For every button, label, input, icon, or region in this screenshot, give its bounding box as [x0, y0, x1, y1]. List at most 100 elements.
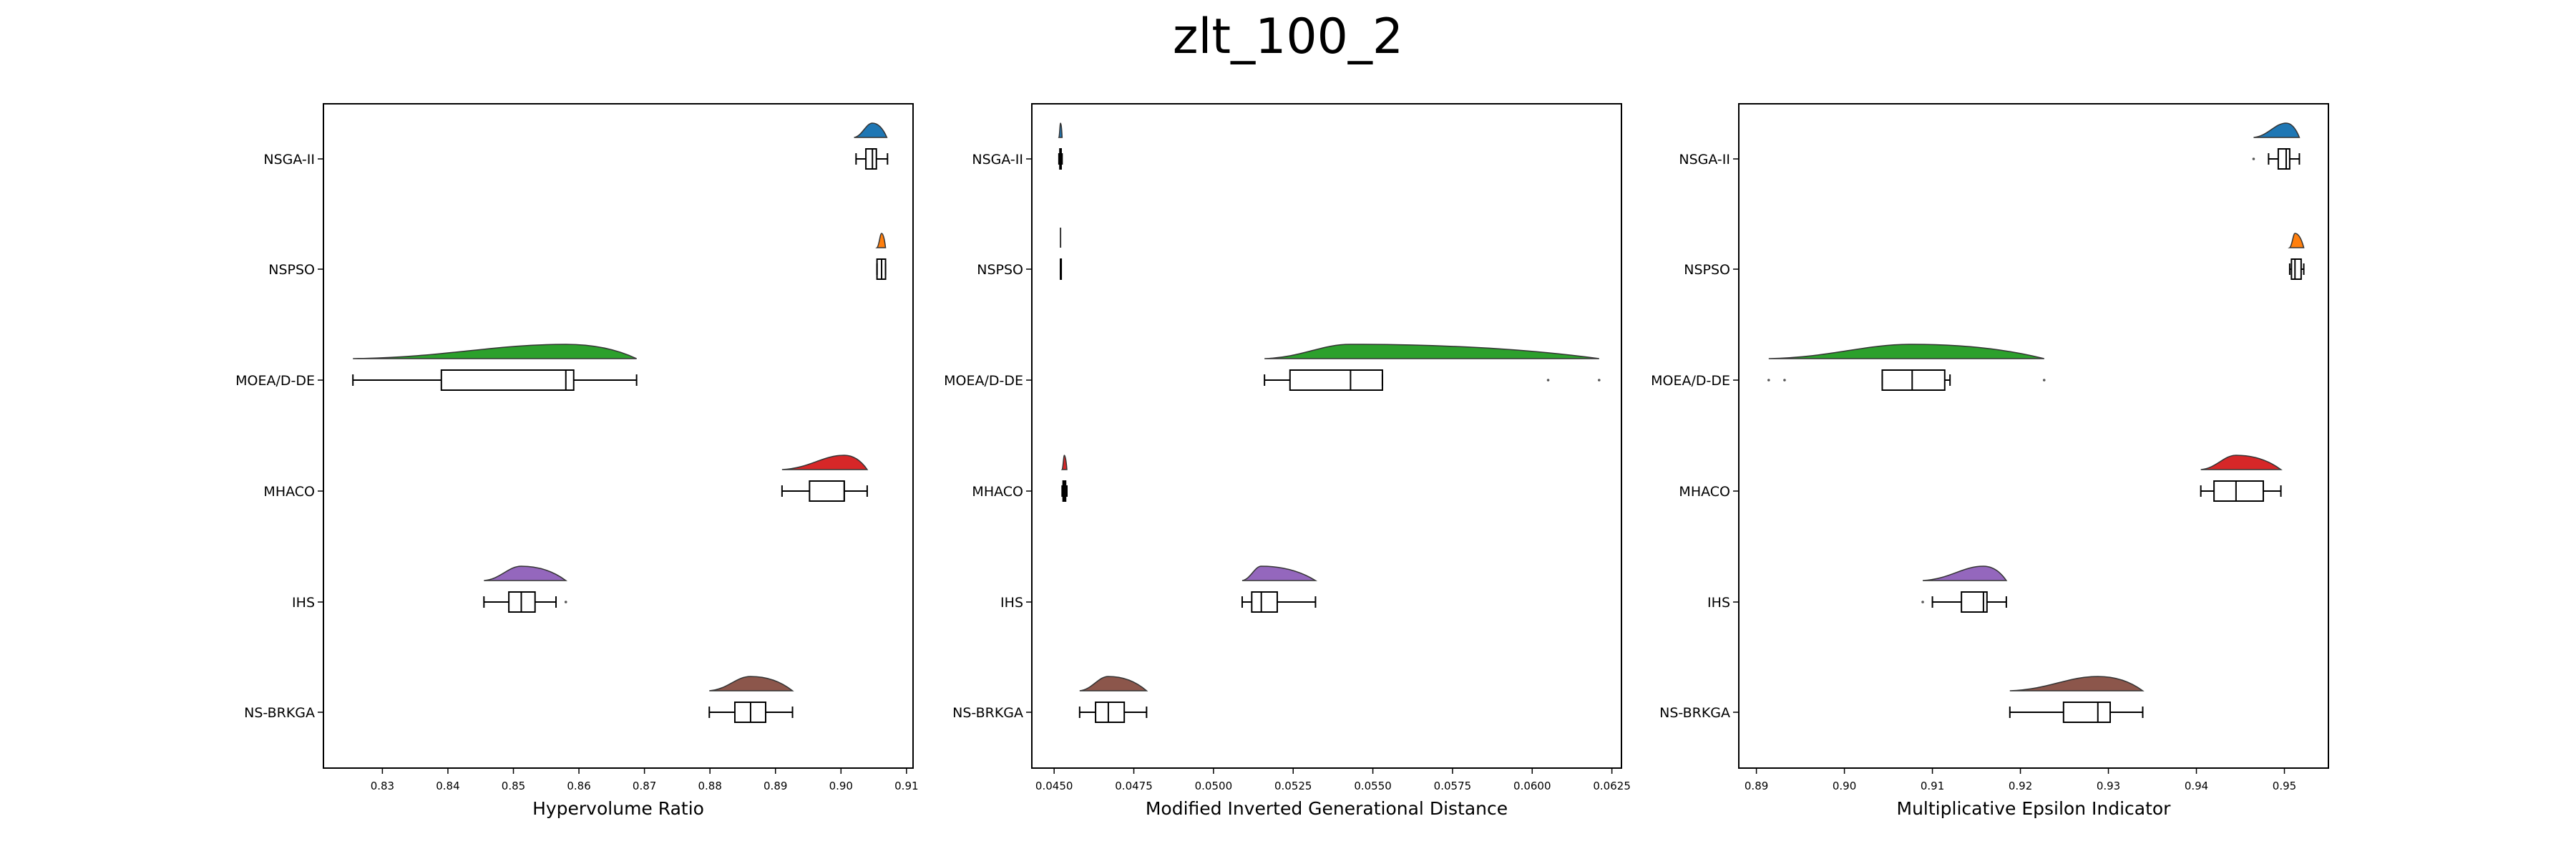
- x-tick-label: 0.83: [371, 780, 394, 792]
- x-tick-label: 0.0450: [1035, 780, 1073, 792]
- outlier-point: [2252, 157, 2255, 160]
- y-tick-label: MHACO: [1679, 484, 1730, 500]
- x-tick-label: 0.91: [1921, 780, 1944, 792]
- outlier-point: [1546, 379, 1550, 382]
- series-moea-d-de: [1767, 344, 2046, 391]
- x-tick-label: 0.88: [698, 780, 721, 792]
- y-tick-label: NSPSO: [977, 262, 1023, 278]
- violin: [2009, 676, 2145, 691]
- violin: [709, 676, 794, 691]
- box: [2277, 148, 2290, 170]
- series-ns-brkga: [2009, 676, 2145, 723]
- box: [2290, 258, 2302, 280]
- series-nsga-ii: [2252, 122, 2301, 170]
- violin: [854, 122, 888, 138]
- y-tick-label: IHS: [1000, 595, 1023, 611]
- outlier-point: [1767, 379, 1770, 382]
- x-tick-label: 0.94: [2185, 780, 2208, 792]
- series-ihs: [483, 566, 568, 613]
- box: [1251, 591, 1278, 613]
- series-moea-d-de: [1264, 344, 1601, 391]
- violin: [1060, 455, 1068, 470]
- violin: [353, 344, 637, 359]
- series-nspso: [875, 233, 887, 280]
- chart-panel-2: 0.0450 0.0475 0.0500 0.0525 0.0550 0.0575 0.06…: [944, 103, 1631, 819]
- y-tick-label: NSPSO: [268, 262, 315, 278]
- chart-panel-3: 0.89 0.90 0.91 0.92 0.93 0.94 0.95 Multiplicati…: [1651, 103, 2329, 819]
- x-tick-label: 0.0475: [1115, 780, 1153, 792]
- series-ihs: [1241, 566, 1318, 613]
- x-tick-label: 0.86: [567, 780, 590, 792]
- figure-title: zlt_100_2: [1172, 9, 1404, 65]
- y-tick-label: MOEA/D-DE: [1651, 373, 1730, 389]
- series-ihs: [1921, 566, 2008, 613]
- box: [1289, 369, 1383, 391]
- y-tick-label: NS-BRKGA: [952, 705, 1023, 721]
- x-tick-label: 0.0525: [1274, 780, 1312, 792]
- violin: [1079, 676, 1148, 691]
- box: [2062, 702, 2111, 723]
- y-tick-label: IHS: [1707, 595, 1730, 611]
- violin: [2288, 233, 2305, 248]
- x-axis-label: Hypervolume Ratio: [532, 798, 704, 819]
- series-mhaco: [2200, 455, 2283, 502]
- x-axis-label: Multiplicative Epsilon Indicator: [1897, 798, 2172, 819]
- y-tick-label: NS-BRKGA: [1659, 705, 1730, 721]
- violin: [1241, 566, 1318, 581]
- outlier-point: [1598, 379, 1601, 382]
- series-nspso: [2288, 233, 2305, 280]
- box: [1881, 369, 1946, 391]
- x-axis-label: Modified Inverted Generational Distance: [1146, 798, 1508, 819]
- box: [440, 369, 575, 391]
- axes-frame: [1738, 103, 2329, 769]
- violin: [875, 233, 887, 248]
- outlier-point: [564, 601, 567, 603]
- y-tick-label: NSGA-II: [1679, 152, 1730, 168]
- axes-frame: [323, 103, 914, 769]
- y-tick-label: NSPSO: [1684, 262, 1730, 278]
- box: [2213, 480, 2264, 502]
- series-ns-brkga: [1078, 676, 1148, 723]
- x-tick-label: 0.0550: [1354, 780, 1392, 792]
- series-nspso: [1060, 228, 1063, 280]
- x-tick-label: 0.84: [436, 780, 459, 792]
- y-tick-label: MOEA/D-DE: [235, 373, 315, 389]
- violin: [1923, 566, 2008, 581]
- box: [1961, 591, 1988, 613]
- y-tick-label: NSGA-II: [972, 152, 1023, 168]
- x-tick-label: 0.0600: [1513, 780, 1551, 792]
- box: [865, 148, 877, 170]
- series-mhaco: [781, 455, 869, 502]
- x-tick-label: 0.90: [1833, 780, 1856, 792]
- violin: [1058, 122, 1063, 138]
- violin: [2200, 455, 2283, 470]
- x-tick-label: 0.89: [763, 780, 787, 792]
- x-tick-label: 0.90: [829, 780, 853, 792]
- y-tick-label: MHACO: [263, 484, 315, 500]
- violin: [484, 566, 568, 581]
- x-tick-label: 0.0500: [1195, 780, 1233, 792]
- series-ns-brkga: [708, 676, 794, 723]
- x-tick-label: 0.87: [633, 780, 656, 792]
- series-nsga-ii: [1058, 122, 1063, 170]
- violin: [1264, 344, 1599, 359]
- x-tick-label: 0.91: [894, 780, 918, 792]
- x-tick-label: 0.92: [2009, 780, 2032, 792]
- x-tick-label: 0.95: [2273, 780, 2296, 792]
- x-tick-label: 0.0575: [1434, 780, 1472, 792]
- outlier-point: [1921, 601, 1924, 603]
- y-tick-label: IHS: [292, 595, 315, 611]
- series-mhaco: [1060, 455, 1068, 502]
- axes-frame: [1031, 103, 1622, 769]
- y-tick-label: MHACO: [972, 484, 1023, 500]
- box: [809, 480, 845, 502]
- x-tick-label: 0.89: [1745, 780, 1768, 792]
- x-tick-label: 0.85: [502, 780, 525, 792]
- chart-panel-1: 0.83 0.84 0.85 0.86 0.87 0.88 0.89 0.90 0.91 Hype…: [235, 103, 919, 819]
- box: [1095, 702, 1126, 723]
- y-tick-label: NS-BRKGA: [244, 705, 315, 721]
- violin: [781, 455, 869, 470]
- series-moea-d-de: [352, 344, 638, 391]
